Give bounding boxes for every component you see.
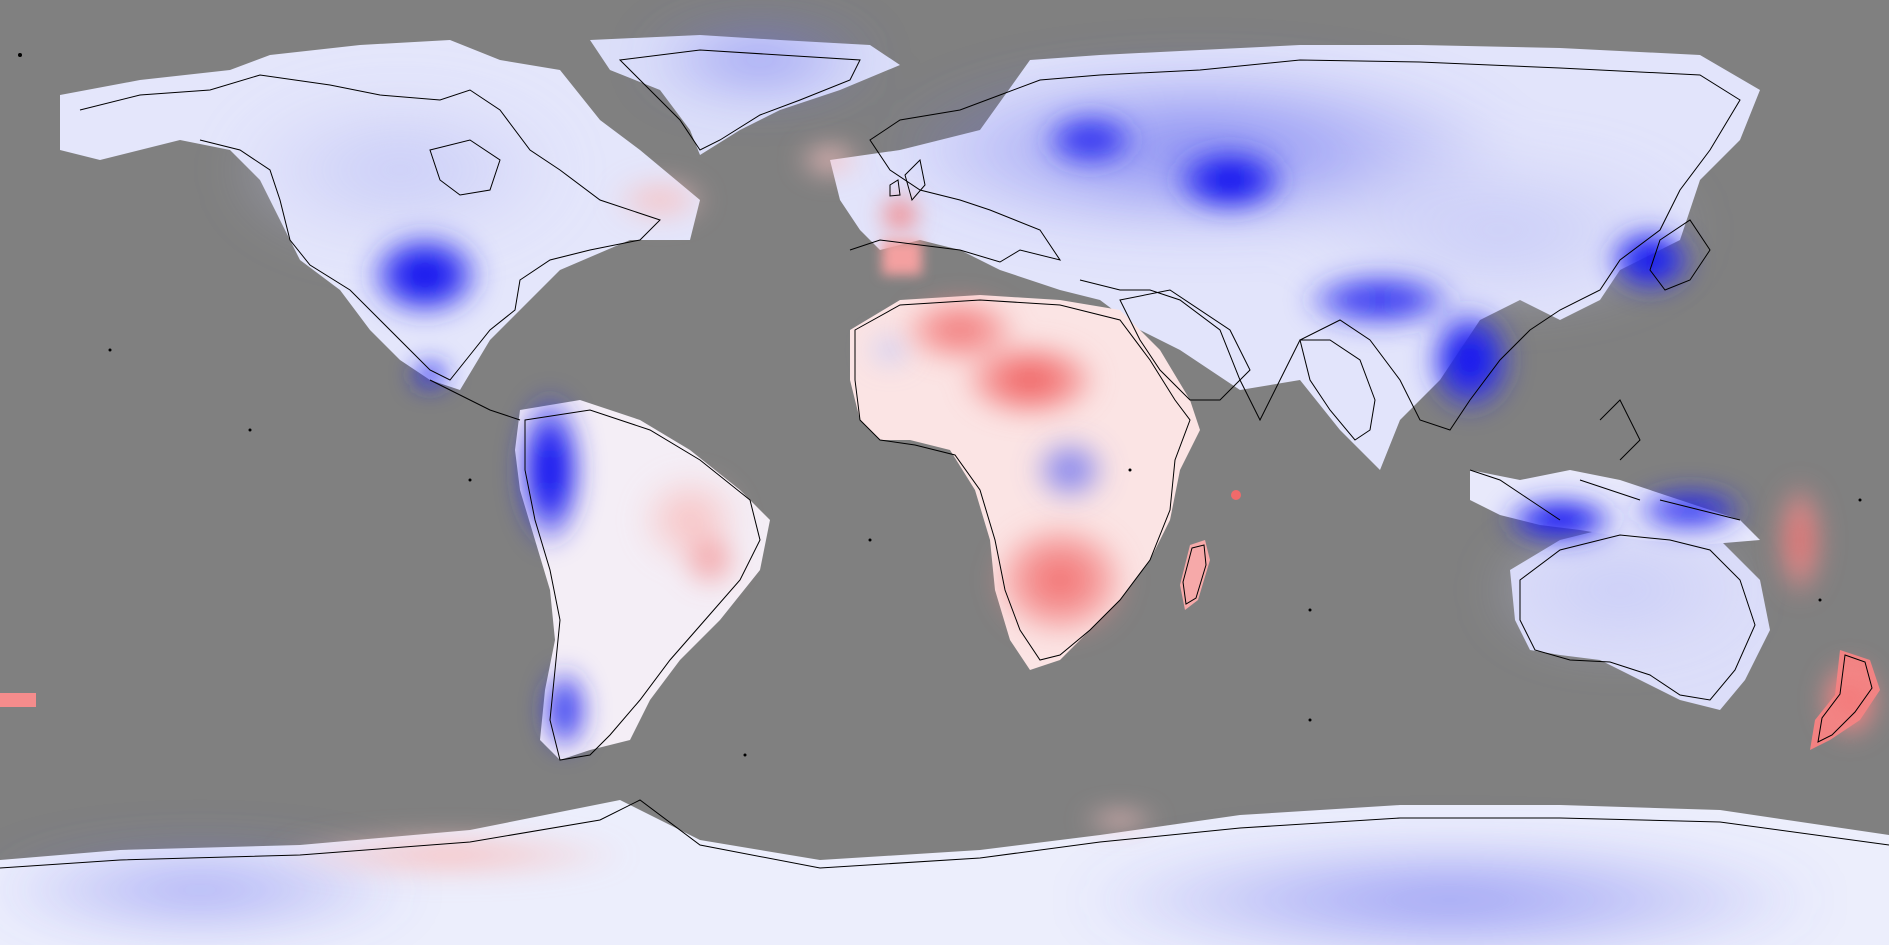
coastline-se-asia-islands xyxy=(1469,399,1741,521)
coastline-greenland xyxy=(618,49,861,151)
coastline-asia xyxy=(1079,59,1741,431)
coastline-new-zealand xyxy=(1817,654,1873,743)
small-warm-patches xyxy=(0,240,1241,707)
coastline-africa xyxy=(854,299,1191,661)
coastline-japan xyxy=(1649,219,1711,291)
coastline-north-america xyxy=(79,74,661,381)
coastline-arabia xyxy=(1119,289,1251,401)
coastline-madagascar xyxy=(1182,544,1207,605)
madagascar-landmass xyxy=(1180,540,1210,610)
island-dots xyxy=(18,53,1862,757)
coastlines xyxy=(0,49,1889,869)
coastline-uk xyxy=(889,158,926,202)
coastline-india xyxy=(1299,339,1376,441)
coastline-hudson-bay xyxy=(429,139,501,196)
coastline-central-america xyxy=(429,379,521,421)
coastline-europe xyxy=(849,74,1101,263)
coastline-south-america xyxy=(524,409,761,761)
coastline-antarctica xyxy=(0,799,1889,869)
coastline-australia xyxy=(1519,534,1756,701)
